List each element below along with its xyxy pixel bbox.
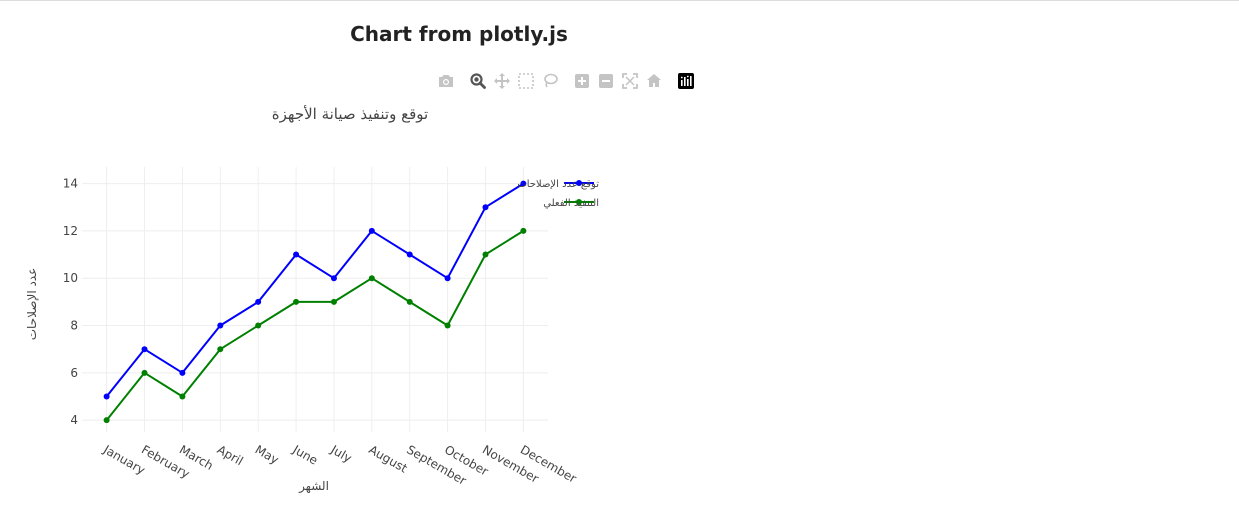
- y-tick-label: 8: [70, 319, 78, 333]
- data-point: [293, 251, 300, 258]
- series-layer: [103, 180, 527, 424]
- data-point: [444, 275, 451, 282]
- reset-axes-icon[interactable]: [644, 71, 664, 91]
- x-tick-label: June: [290, 442, 321, 468]
- data-point: [368, 275, 375, 282]
- legend-swatch-marker: [576, 199, 582, 205]
- y-tick-label: 4: [70, 413, 78, 427]
- y-tick-label: 14: [63, 177, 78, 191]
- data-point: [141, 369, 148, 376]
- legend-item-label: توقع عدد الإصلاحات: [517, 179, 599, 190]
- line-chart: توقع وتنفيذ صيانة الأجهزة 4 6 8 10 12 14 Janu…: [25, 105, 599, 494]
- plotly-logo-icon[interactable]: [676, 71, 696, 91]
- data-point: [406, 298, 413, 305]
- data-point: [293, 298, 300, 305]
- y-tick-label: 12: [63, 224, 78, 238]
- zoom-in-icon[interactable]: [572, 71, 592, 91]
- series-line-2: [105, 230, 524, 421]
- y-tick-label: 6: [70, 366, 78, 380]
- data-point: [482, 251, 489, 258]
- data-point: [255, 298, 262, 305]
- data-point: [482, 204, 489, 211]
- top-rule: [0, 0, 1239, 1]
- camera-icon[interactable]: [436, 71, 456, 91]
- data-point: [103, 417, 110, 424]
- zoom-icon[interactable]: [468, 71, 488, 91]
- pan-icon[interactable]: [492, 71, 512, 91]
- data-point: [141, 346, 148, 353]
- data-point: [217, 346, 224, 353]
- legend-swatch-marker: [576, 180, 582, 186]
- y-tick-label: 10: [63, 271, 78, 285]
- x-tick-label: April: [215, 442, 246, 468]
- data-point: [444, 322, 451, 329]
- series-line-1: [105, 182, 524, 398]
- data-point: [406, 251, 413, 258]
- data-point: [520, 180, 527, 187]
- x-tick-label: May: [253, 442, 281, 467]
- data-point: [217, 322, 224, 329]
- y-axis-title: عدد الإصلاحات: [25, 268, 39, 341]
- chart-title: توقع وتنفيذ صيانة الأجهزة: [272, 105, 428, 123]
- legend-item-label: التنفيذ الفعلي: [543, 198, 599, 209]
- data-point: [368, 227, 375, 234]
- data-point: [330, 298, 337, 305]
- data-point: [255, 322, 262, 329]
- autoscale-icon[interactable]: [620, 71, 640, 91]
- data-point: [330, 275, 337, 282]
- data-point: [179, 369, 186, 376]
- data-point: [179, 393, 186, 400]
- x-tick-label: January: [100, 442, 147, 477]
- y-axis-ticks: 4 6 8 10 12 14: [63, 177, 78, 428]
- x-tick-label: July: [328, 442, 355, 465]
- box-select-icon[interactable]: [516, 71, 536, 91]
- legend: توقع عدد الإصلاحات التنفيذ الفعلي: [517, 179, 599, 209]
- data-point: [103, 393, 110, 400]
- zoom-out-icon[interactable]: [596, 71, 616, 91]
- lasso-icon[interactable]: [540, 71, 560, 91]
- gridlines: [82, 167, 548, 432]
- x-tick-label: August: [366, 442, 410, 475]
- data-point: [520, 227, 527, 234]
- x-axis-title: الشهر: [298, 479, 329, 494]
- page-title: Chart from plotly.js: [350, 22, 568, 46]
